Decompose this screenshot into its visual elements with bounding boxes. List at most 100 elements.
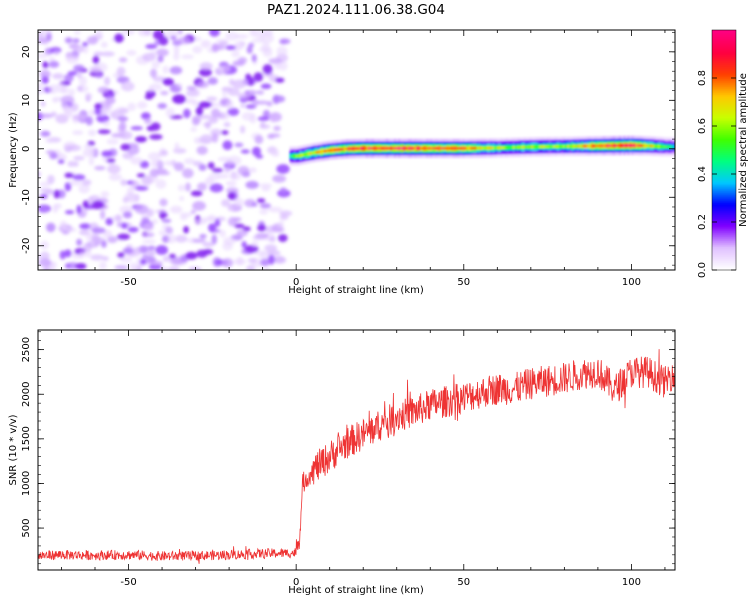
noise-blob — [241, 241, 247, 249]
colorbar-cell — [712, 120, 736, 123]
noise-blob — [221, 112, 230, 120]
signal-core-cell — [514, 146, 518, 149]
signal-core-cell — [617, 144, 620, 147]
noise-blob — [190, 127, 198, 132]
colorbar-cell — [712, 160, 736, 163]
noise-blob — [144, 94, 153, 100]
noise-blob — [38, 31, 45, 39]
signal-core-cell — [444, 147, 447, 150]
noise-blob — [150, 122, 161, 131]
colorbar-cell — [712, 34, 736, 37]
noise-blob — [114, 33, 124, 43]
noise-blob — [90, 254, 105, 261]
noise-blob — [226, 187, 239, 194]
noise-blob — [161, 218, 172, 223]
noise-blob — [93, 51, 104, 57]
signal-core-cell — [526, 145, 530, 149]
noise-blob — [95, 73, 104, 78]
noise-blob — [245, 180, 259, 189]
signal-core-cell — [335, 148, 339, 151]
colorbar-cell — [712, 266, 736, 269]
signal-core-cell — [416, 147, 419, 150]
noise-blob — [101, 240, 107, 248]
signal-core-cell — [591, 144, 594, 148]
noise-blob — [259, 183, 273, 189]
noise-blob — [176, 83, 183, 89]
signal-core-cell — [406, 147, 409, 150]
signal-core-cell — [661, 145, 665, 148]
noise-blob — [208, 223, 217, 233]
y-tick-label: 2500 — [21, 337, 32, 362]
noise-blob — [107, 164, 121, 174]
signal-core-cell — [333, 148, 337, 152]
signal-core-cell — [289, 154, 292, 158]
noise-blob — [259, 202, 272, 209]
signal-core-cell — [573, 145, 576, 148]
colorbar-cell — [712, 108, 736, 111]
colorbar-cell — [712, 216, 736, 219]
noise-blob — [90, 200, 105, 210]
signal-core-cell — [373, 147, 377, 150]
signal-core-cell — [315, 151, 319, 154]
noise-blob — [124, 80, 132, 89]
noise-blob — [48, 60, 60, 68]
signal-core-cell — [657, 145, 661, 148]
noise-blob — [127, 145, 140, 155]
colorbar-cell — [712, 90, 736, 93]
colorbar-cell — [712, 66, 736, 69]
noise-blob — [59, 250, 66, 260]
signal-core-cell — [613, 144, 616, 147]
colorbar-tick-label: 0.0 — [697, 262, 708, 278]
signal-core-cell — [534, 145, 538, 149]
colorbar-cell — [712, 40, 736, 43]
signal-core-cell — [323, 149, 327, 153]
signal-core-cell — [432, 147, 435, 150]
noise-blob — [67, 144, 82, 152]
noise-blob — [225, 45, 237, 50]
colorbar: 0.0 0.2 0.4 0.6 0.8 Normalized spectral ampl… — [697, 29, 749, 278]
signal-core-cell — [404, 147, 407, 150]
colorbar-cell — [712, 130, 736, 133]
colorbar-cell — [712, 174, 736, 177]
noise-blob — [172, 94, 186, 104]
colorbar-tick-label: 0.2 — [697, 214, 708, 230]
noise-blob — [94, 165, 106, 171]
colorbar-cell — [712, 56, 736, 59]
noise-blob — [122, 247, 134, 254]
colorbar-cell — [712, 84, 736, 87]
noise-blob — [276, 46, 288, 57]
noise-blob — [158, 230, 166, 236]
noise-blob — [118, 121, 127, 131]
colorbar-cell — [712, 256, 736, 259]
colorbar-cell — [712, 236, 736, 239]
colorbar-cell — [712, 134, 736, 137]
colorbar-cell — [712, 80, 736, 83]
signal-core-cell — [363, 147, 367, 150]
noise-blob — [207, 161, 215, 169]
noise-blob — [274, 62, 282, 70]
noise-blob — [251, 54, 257, 63]
noise-blob — [168, 265, 180, 270]
colorbar-cell — [712, 162, 736, 165]
noise-blob — [255, 154, 264, 159]
signal-core-cell — [450, 147, 453, 150]
noise-blob — [76, 204, 82, 215]
noise-blob — [240, 149, 250, 154]
noise-blob — [169, 205, 183, 214]
signal-core-cell — [641, 144, 644, 147]
noise-blob — [235, 33, 249, 39]
noise-blob — [200, 216, 215, 222]
noise-blob — [78, 184, 90, 194]
noise-blob — [90, 66, 102, 74]
signal-core-cell — [599, 144, 602, 148]
noise-blob — [237, 165, 250, 176]
noise-blob — [253, 30, 266, 39]
noise-blob — [134, 204, 149, 215]
colorbar-cell — [712, 82, 736, 85]
noise-blob — [94, 30, 104, 40]
noise-blob — [162, 255, 171, 262]
noise-blob — [42, 61, 49, 69]
noise-blob — [142, 239, 156, 244]
signal-core-cell — [548, 145, 552, 148]
